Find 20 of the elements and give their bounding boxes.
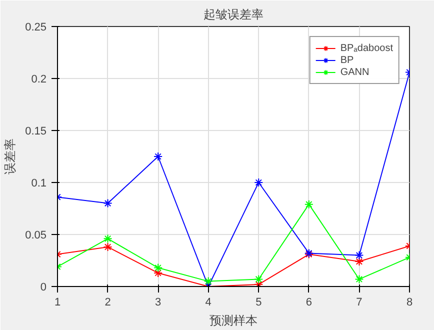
legend-label: BPₐdaboost bbox=[340, 42, 393, 54]
y-tick-label: 0.05 bbox=[25, 230, 47, 242]
x-tick-label: 1 bbox=[54, 296, 61, 308]
y-tick-label: 0 bbox=[40, 282, 47, 294]
x-tick-label: 2 bbox=[104, 296, 111, 308]
legend-label: GANN bbox=[340, 66, 370, 78]
y-tick-label: 0.2 bbox=[31, 74, 47, 86]
legend-label: BP bbox=[340, 54, 355, 66]
x-tick-label: 8 bbox=[406, 296, 413, 308]
y-tick-label: 0.1 bbox=[31, 178, 47, 190]
x-tick-label: 6 bbox=[306, 296, 312, 308]
y-tick-label: 0.15 bbox=[25, 126, 47, 138]
x-tick-label: 5 bbox=[256, 296, 262, 308]
x-tick-label: 3 bbox=[155, 296, 162, 308]
y-axis-title: 误差率 bbox=[3, 138, 18, 174]
x-tick-label: 7 bbox=[356, 296, 362, 308]
chart-title: 起皱误差率 bbox=[204, 8, 264, 22]
y-tick-label: 0.25 bbox=[25, 22, 47, 34]
x-axis-title: 预测样本 bbox=[210, 314, 258, 328]
x-tick-label: 4 bbox=[205, 296, 212, 308]
